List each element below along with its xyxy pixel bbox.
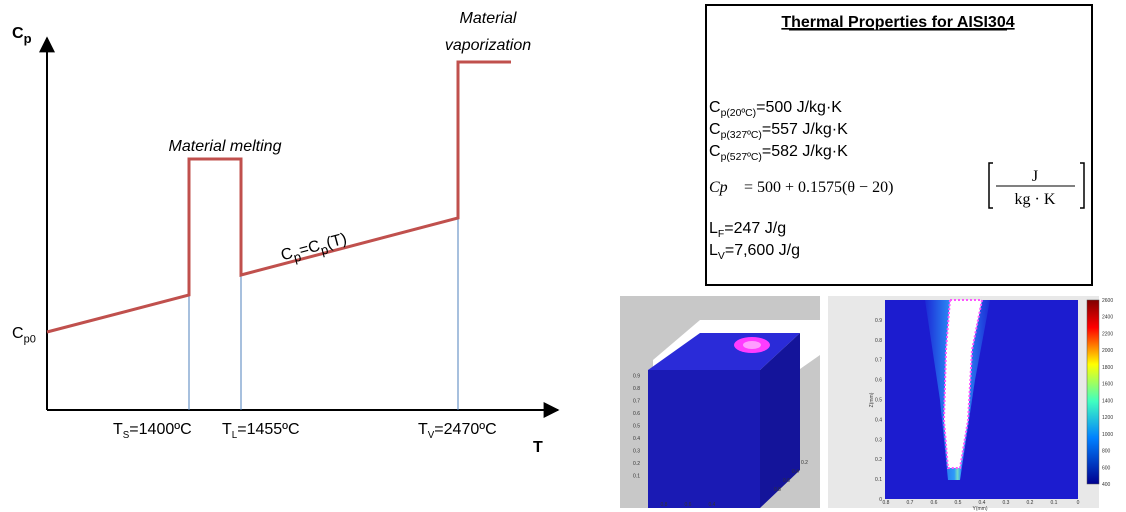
z-tick-label: 0.3	[633, 449, 640, 455]
page: Cp T Cp0 Cp=Cp(T) Material melting Mater…	[0, 0, 1126, 512]
bottom-tick-label: 0.6	[783, 478, 790, 484]
melting-label: Material melting	[169, 138, 282, 155]
text-run: =247 J/g	[724, 220, 786, 237]
x-axis-label: T	[533, 439, 543, 456]
z-tick-label: 0.7	[633, 399, 640, 405]
text-run: L	[709, 242, 718, 259]
z-tick-label: 0.5	[633, 424, 640, 430]
formula-rhs: = 500 + 0.1575(θ − 20)	[744, 179, 893, 196]
subscript: p(327ºC)	[721, 130, 762, 141]
colorbar-tick-label: 2600	[1102, 298, 1113, 304]
text-run: L	[709, 220, 718, 237]
text-run: =2470ºC	[434, 421, 496, 438]
text-run: T	[222, 421, 232, 438]
z-tick-label: 0.8	[875, 338, 882, 344]
temperature-label: TV=2470ºC	[418, 421, 497, 441]
text-run: C	[12, 25, 24, 42]
vaporization-label-line: vaporization	[445, 37, 531, 54]
text-run: =582 J/kg·K	[762, 143, 848, 160]
z-tick-label: 0.9	[875, 318, 882, 324]
formula-unit-num: J	[1032, 168, 1038, 185]
formula-lhs: Cp	[709, 179, 728, 196]
z-tick-label: 0.4	[633, 436, 640, 442]
z-tick-label: 0.5	[875, 398, 882, 404]
y-tick-label: 0.1	[1051, 500, 1058, 506]
box-front	[648, 370, 760, 508]
z-tick-label: 0.2	[875, 457, 882, 463]
bottom-tick-label: 0.6	[685, 502, 692, 508]
text-run: T	[113, 421, 123, 438]
y-axis-label: Y(mm)	[973, 506, 988, 512]
y-tick-label: 0.7	[907, 500, 914, 506]
text-run: C	[709, 99, 721, 116]
text-run: =1455ºC	[237, 421, 299, 438]
text-run: T	[418, 421, 428, 438]
bottom-tick-label: 0.8	[661, 502, 668, 508]
colorbar-tick-label: 1800	[1102, 365, 1113, 371]
y-tick-label: 0.3	[1003, 500, 1010, 506]
y-tick-label: 0.6	[931, 500, 938, 506]
text-run: =1400ºC	[129, 421, 191, 438]
temperature-label: TS=1400ºC	[113, 421, 192, 441]
subscript: p(20ºC)	[721, 108, 757, 119]
text-run: C	[12, 325, 24, 342]
text-run: C	[709, 143, 721, 160]
subscript: p	[24, 31, 32, 46]
subscript: V	[718, 251, 725, 262]
colorbar	[1087, 300, 1099, 484]
bottom-tick-label: 0.2	[801, 460, 808, 466]
melt-pool-core	[743, 341, 761, 349]
z-tick-label: 0.1	[633, 474, 640, 480]
bottom-tick-label: 0.4	[709, 502, 716, 508]
z-tick-label: 0.8	[633, 386, 640, 392]
z-tick-label: 0.1	[875, 477, 882, 483]
simulation-3d	[620, 296, 820, 508]
cp-curve	[47, 62, 511, 332]
text-run: =500 J/kg·K	[756, 99, 842, 116]
colorbar-tick-label: 800	[1102, 449, 1111, 455]
box-title: Thermal Properties for AISI304	[781, 14, 1014, 31]
z-tick-label: 0.6	[633, 411, 640, 417]
z-tick-label: 0.3	[875, 437, 882, 443]
z-tick-label: 0.7	[875, 358, 882, 364]
colorbar-tick-label: 1000	[1102, 432, 1113, 438]
text-run: =7,600 J/g	[725, 242, 800, 259]
subscript: p(527ºC)	[721, 152, 762, 163]
z-tick-label: 0.9	[633, 374, 640, 380]
z-tick-label: 0.2	[633, 461, 640, 467]
bottom-tick-label: 0.8	[774, 487, 781, 493]
z-tick-label: 0.6	[875, 378, 882, 384]
y-tick-label: 0.4	[979, 500, 986, 506]
colorbar-tick-label: 2400	[1102, 315, 1113, 321]
subscript: p0	[24, 333, 36, 345]
cp0-label: Cp0	[12, 325, 36, 345]
curve-label: Cp=Cp(T)	[279, 230, 350, 268]
colorbar-tick-label: 1200	[1102, 415, 1113, 421]
bottom-tick-label: 0.4	[792, 469, 799, 475]
z-tick-label: 0.4	[875, 417, 882, 423]
text-run: C	[709, 121, 721, 138]
y-tick-label: 0.2	[1027, 500, 1034, 506]
colorbar-tick-label: 1600	[1102, 382, 1113, 388]
y-axis-label: Cp	[12, 25, 32, 46]
colorbar-tick-label: 2000	[1102, 348, 1113, 354]
y-tick-label: 0	[1077, 500, 1080, 506]
y-tick-label: 0.8	[883, 500, 890, 506]
temperature-label: TL=1455ºC	[222, 421, 300, 441]
colorbar-tick-label: 400	[1102, 482, 1111, 488]
vaporization-label-line: Material	[460, 10, 517, 27]
formula-unit-den: kg · K	[1015, 191, 1056, 208]
colorbar-tick-label: 2200	[1102, 331, 1113, 337]
y-tick-label: 0.5	[955, 500, 962, 506]
colorbar-tick-label: 600	[1102, 465, 1111, 471]
text-run: =557 J/kg·K	[762, 121, 848, 138]
simulation-section: Z(mm) Y(mm)	[828, 296, 1099, 512]
colorbar-tick-label: 1400	[1102, 398, 1113, 404]
